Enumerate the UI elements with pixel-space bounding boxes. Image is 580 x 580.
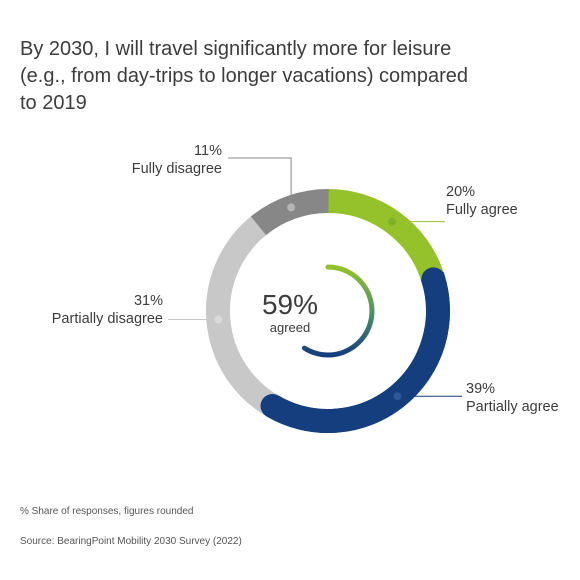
slice-name-label: Partially agree bbox=[466, 399, 559, 415]
leader-dot bbox=[388, 217, 397, 226]
slice-pct-label: 20% bbox=[446, 184, 476, 200]
label-partially-disagree: 31% Partially disagree bbox=[52, 292, 163, 328]
slice-name-label: Fully agree bbox=[446, 202, 518, 218]
title-line-3: to 2019 bbox=[20, 92, 87, 114]
leader-lines bbox=[168, 157, 462, 401]
title-line-1: By 2030, I will travel significantly mor… bbox=[20, 38, 452, 60]
chart-title: By 2030, I will travel significantly mor… bbox=[20, 36, 540, 117]
slice-pct-label: 11% bbox=[194, 143, 222, 159]
leader-line bbox=[228, 157, 292, 208]
leader-dot bbox=[393, 392, 402, 401]
agreed-progress-arc bbox=[301, 264, 375, 358]
footnote: % Share of responses, figures rounded bbox=[20, 506, 194, 517]
title-line-2: (e.g., from day-trips to longer vacation… bbox=[20, 65, 468, 87]
agreed-arc-group bbox=[301, 264, 375, 358]
label-partially-agree: 39% Partially agree bbox=[466, 380, 559, 416]
slice-pct-label: 39% bbox=[466, 381, 496, 397]
leader-dot bbox=[287, 203, 296, 212]
label-fully-agree: 20% Fully agree bbox=[446, 183, 518, 219]
source-note: Source: BearingPoint Mobility 2030 Surve… bbox=[20, 536, 242, 547]
center-label: 59% agreed bbox=[250, 290, 330, 336]
center-caption: agreed bbox=[269, 320, 311, 335]
label-fully-disagree: 11% Fully disagree bbox=[132, 142, 222, 178]
slice-name-label: Partially disagree bbox=[51, 311, 163, 327]
center-value: 59% bbox=[261, 289, 319, 320]
leader-dot bbox=[214, 315, 223, 324]
slice-name-label: Fully disagree bbox=[131, 161, 222, 177]
slice-pct-label: 31% bbox=[133, 293, 163, 309]
slice-fully-agree bbox=[327, 189, 444, 281]
